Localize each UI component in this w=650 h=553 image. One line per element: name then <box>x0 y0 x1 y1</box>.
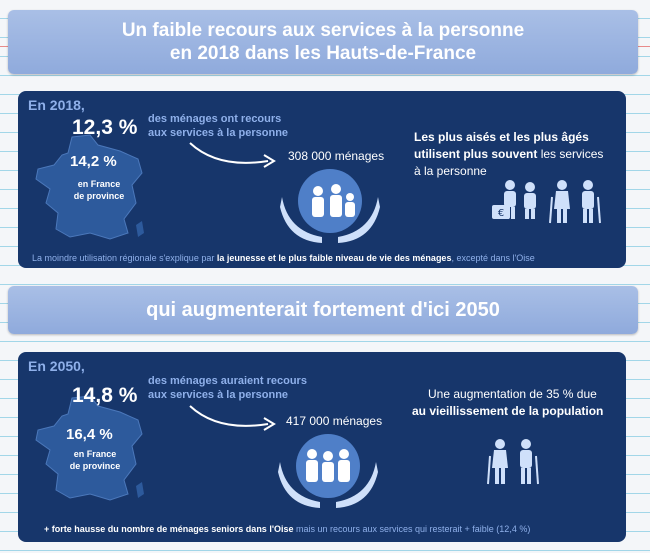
households-count: 308 000 ménages <box>288 149 385 163</box>
footnote-part-c: , excepté dans l'Oise <box>451 253 535 263</box>
right-text-rest: les services <box>537 147 604 161</box>
households-description: des ménages ont recours aux services à l… <box>148 112 288 140</box>
france-map-icon <box>35 134 144 240</box>
elderly-couple-icon <box>549 180 601 224</box>
description-line-1: des ménages auraient recours <box>148 375 307 387</box>
footnote-part-a: + forte hausse du nombre de ménages seni… <box>44 524 294 534</box>
province-label: en France de province <box>62 178 136 202</box>
right-text-line-1: Une augmentation de 35 % due <box>428 387 597 401</box>
footnote-part-b: mais un recours aux services qui restera… <box>293 524 531 534</box>
province-label-line-1: en France <box>77 179 121 189</box>
care-hands-icon <box>278 434 378 508</box>
households-count: 417 000 ménages <box>286 414 383 428</box>
right-text-bold: utilisent plus souvent <box>414 147 538 161</box>
subtitle-text: qui augmenterait fortement d'ici 2050 <box>146 299 500 321</box>
subtitle-banner: qui augmenterait fortement d'ici 2050 <box>8 286 638 334</box>
footnote-part-b: la jeunesse et le plus faible niveau de … <box>216 253 452 263</box>
province-label-line-2: de province <box>69 461 121 471</box>
households-description: des ménages auraient recours aux service… <box>148 374 307 402</box>
description-line-1: des ménages ont recours <box>148 113 282 125</box>
curved-arrow-icon <box>189 142 276 168</box>
footnote-part-a: La moindre utilisation régionale s'expli… <box>32 253 217 263</box>
description-line-2: aux services à la personne <box>148 389 289 401</box>
svg-text:€: € <box>498 208 504 219</box>
right-text-line-2: au vieillissement de la population <box>412 404 604 418</box>
province-label: en France de province <box>58 448 132 472</box>
elderly-couple-icon <box>487 439 539 485</box>
province-label-line-1: en France <box>73 449 117 459</box>
description-line-2: aux services à la personne <box>148 127 289 139</box>
panel-2018: En 2018, 12,3 % 14,2 % en France de prov… <box>18 91 626 268</box>
footnote-2050: + forte hausse du nombre de ménages seni… <box>44 524 530 534</box>
care-hands-icon <box>280 169 380 243</box>
ageing-text: Une augmentation de 35 % due au vieillis… <box>412 386 603 420</box>
year-label: En 2018, <box>28 97 85 113</box>
footnote-2018: La moindre utilisation régionale s'expli… <box>32 253 535 263</box>
wealthy-people-icon <box>504 180 536 219</box>
title-line-2: en 2018 dans les Hauts-de-France <box>169 43 477 64</box>
province-percentage: 14,2 % <box>70 153 117 170</box>
title-line-1: Un faible recours aux services à la pers… <box>121 20 525 41</box>
province-percentage: 16,4 % <box>66 426 113 443</box>
money-icon: € <box>492 205 510 219</box>
title-banner: Un faible recours aux services à la pers… <box>8 10 638 74</box>
right-text-line-1: Les plus aisés et les plus âgés <box>414 130 589 144</box>
wealthy-elderly-text: Les plus aisés et les plus âgés utilisen… <box>414 129 603 180</box>
curved-arrow-icon <box>189 405 276 431</box>
province-label-line-2: de province <box>73 191 125 201</box>
region-percentage: 12,3 % <box>72 116 138 139</box>
region-percentage: 14,8 % <box>72 384 138 407</box>
right-text-line-3: à la personne <box>414 164 487 178</box>
france-map-icon <box>35 395 144 501</box>
year-label: En 2050, <box>28 358 85 374</box>
right-text-line-2: utilisent plus souvent les services <box>414 146 603 163</box>
panel-2050: En 2050, 14,8 % 16,4 % en France de prov… <box>18 352 626 542</box>
